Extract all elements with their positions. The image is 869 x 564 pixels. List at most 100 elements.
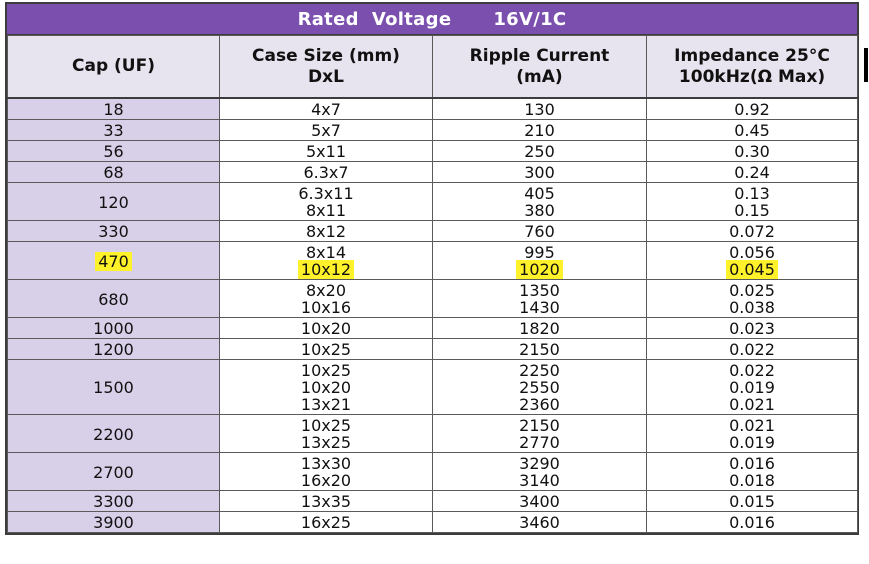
impedance-value: 0.056 [729,243,775,262]
cap-cell: 2700 [7,452,220,491]
rated-voltage-label: Rated Voltage [297,8,452,30]
header-case-line2: DxL [308,66,344,87]
impedance-value: 0.022 [729,340,775,359]
case-size-line: 5x7 [220,122,432,139]
ripple-current-cell: 2150 2770 [432,414,647,453]
impedance-cell: 0.072 [646,220,858,242]
table-row: 680 8x20 10x16 1350 1430 0.025 0.038 [7,279,858,318]
ripple-current-value: 995 [524,243,555,262]
case-size-value: 5x11 [305,142,346,161]
case-size-line: 10x20 [220,320,432,337]
ripple-current-value: 3400 [519,492,560,511]
case-size-cell: 10x25 [219,338,433,360]
cap-value: 1000 [93,319,134,338]
impedance-cell: 0.92 [646,97,858,120]
ripple-current-line: 250 [433,143,646,160]
table-row: 56 5x11 250 0.30 [7,140,858,162]
table-body: 18 4x7 130 0.92 33 5x7 210 0.45 56 5x11 250 0.30 68 6… [7,97,858,533]
cap-cell: 470 [7,241,220,280]
header-cap-label: Cap (UF) [72,56,155,76]
header-case-size: Case Size (mm) DxL [219,35,433,99]
table-row: 2700 13x30 16x20 3290 3140 0.016 0.018 [7,452,858,491]
ripple-current-line: 130 [433,101,646,118]
ripple-current-value: 3290 [519,454,560,473]
cap-value: 56 [103,142,124,161]
table-row: 470 8x14 10x12 995 1020 0.056 0.045 [7,241,858,280]
cap-cell: 1000 [7,317,220,339]
impedance-line: 0.056 [647,244,857,261]
impedance-line: 0.022 [647,362,857,379]
cap-value: 1200 [93,340,134,359]
impedance-cell: 0.24 [646,161,858,183]
ripple-current-cell: 3400 [432,490,647,512]
impedance-line: 0.038 [647,299,857,316]
ripple-current-line: 300 [433,164,646,181]
cap-cell: 120 [7,182,220,221]
case-size-value: 8x12 [305,222,346,241]
cap-value: 120 [98,192,129,212]
cap-value: 330 [98,222,129,241]
case-size-line: 6.3x7 [220,164,432,181]
table-row: 1200 10x25 2150 0.022 [7,338,858,360]
ripple-current-value: 380 [524,201,555,220]
impedance-value: 0.023 [729,319,775,338]
ripple-current-value: 2550 [519,378,560,397]
impedance-value: 0.022 [729,361,775,380]
impedance-value: 0.92 [734,100,770,119]
impedance-cell: 0.016 [646,511,858,533]
table-row: 330 8x12 760 0.072 [7,220,858,242]
case-size-value: 5x7 [311,121,341,140]
table-row: 18 4x7 130 0.92 [7,97,858,120]
cap-cell: 680 [7,279,220,318]
ripple-current-line: 1430 [433,299,646,316]
spec-table-sheet: Rated Voltage 16V/1C Cap (UF) Case Size … [5,2,859,535]
table-row: 2200 10x25 13x25 2150 2770 0.021 0.019 [7,414,858,453]
ripple-current-line: 1350 [433,282,646,299]
ripple-current-line: 995 [433,244,646,261]
cap-value: 2200 [93,424,134,444]
impedance-value: 0.15 [734,201,770,220]
impedance-line: 0.30 [647,143,857,160]
table-row: 1000 10x20 1820 0.023 [7,317,858,339]
case-size-line: 16x25 [220,514,432,531]
header-ripple-line2: (mA) [516,66,563,87]
case-size-value: 10x20 [300,319,352,338]
impedance-line: 0.045 [647,260,857,279]
impedance-value: 0.13 [734,184,770,203]
ripple-current-cell: 130 [432,97,647,120]
cap-cell: 1200 [7,338,220,360]
case-size-line: 8x11 [220,202,432,219]
impedance-cell: 0.022 [646,338,858,360]
case-size-value: 10x25 [300,416,352,435]
cap-cell: 3900 [7,511,220,533]
case-size-value: 8x11 [305,201,346,220]
ripple-current-value: 250 [524,142,555,161]
ripple-current-line: 2770 [433,434,646,451]
case-size-value: 10x25 [300,361,352,380]
impedance-line: 0.019 [647,434,857,451]
rated-voltage-title-bar: Rated Voltage 16V/1C [7,4,857,35]
case-size-cell: 6.3x7 [219,161,433,183]
impedance-line: 0.018 [647,472,857,489]
ripple-current-cell: 3460 [432,511,647,533]
cap-cell: 56 [7,140,220,162]
ripple-current-line: 3460 [433,514,646,531]
header-impedance-line1: Impedance 25°C [674,45,830,66]
cap-cell: 330 [7,220,220,242]
ripple-current-line: 3400 [433,493,646,510]
case-size-cell: 4x7 [219,97,433,120]
impedance-value: 0.019 [729,433,775,452]
cap-cell: 18 [7,97,220,120]
case-size-line: 10x16 [220,299,432,316]
cap-value: 1500 [93,378,134,397]
case-size-line: 10x12 [220,260,432,279]
impedance-cell: 0.023 [646,317,858,339]
cap-value: 680 [98,289,129,309]
case-size-line: 13x30 [220,455,432,472]
ripple-current-value: 760 [524,222,555,241]
ripple-current-line: 210 [433,122,646,139]
ripple-current-cell: 1350 1430 [432,279,647,318]
impedance-cell: 0.022 0.019 0.021 [646,359,858,415]
impedance-line: 0.072 [647,223,857,240]
ripple-current-line: 2150 [433,417,646,434]
